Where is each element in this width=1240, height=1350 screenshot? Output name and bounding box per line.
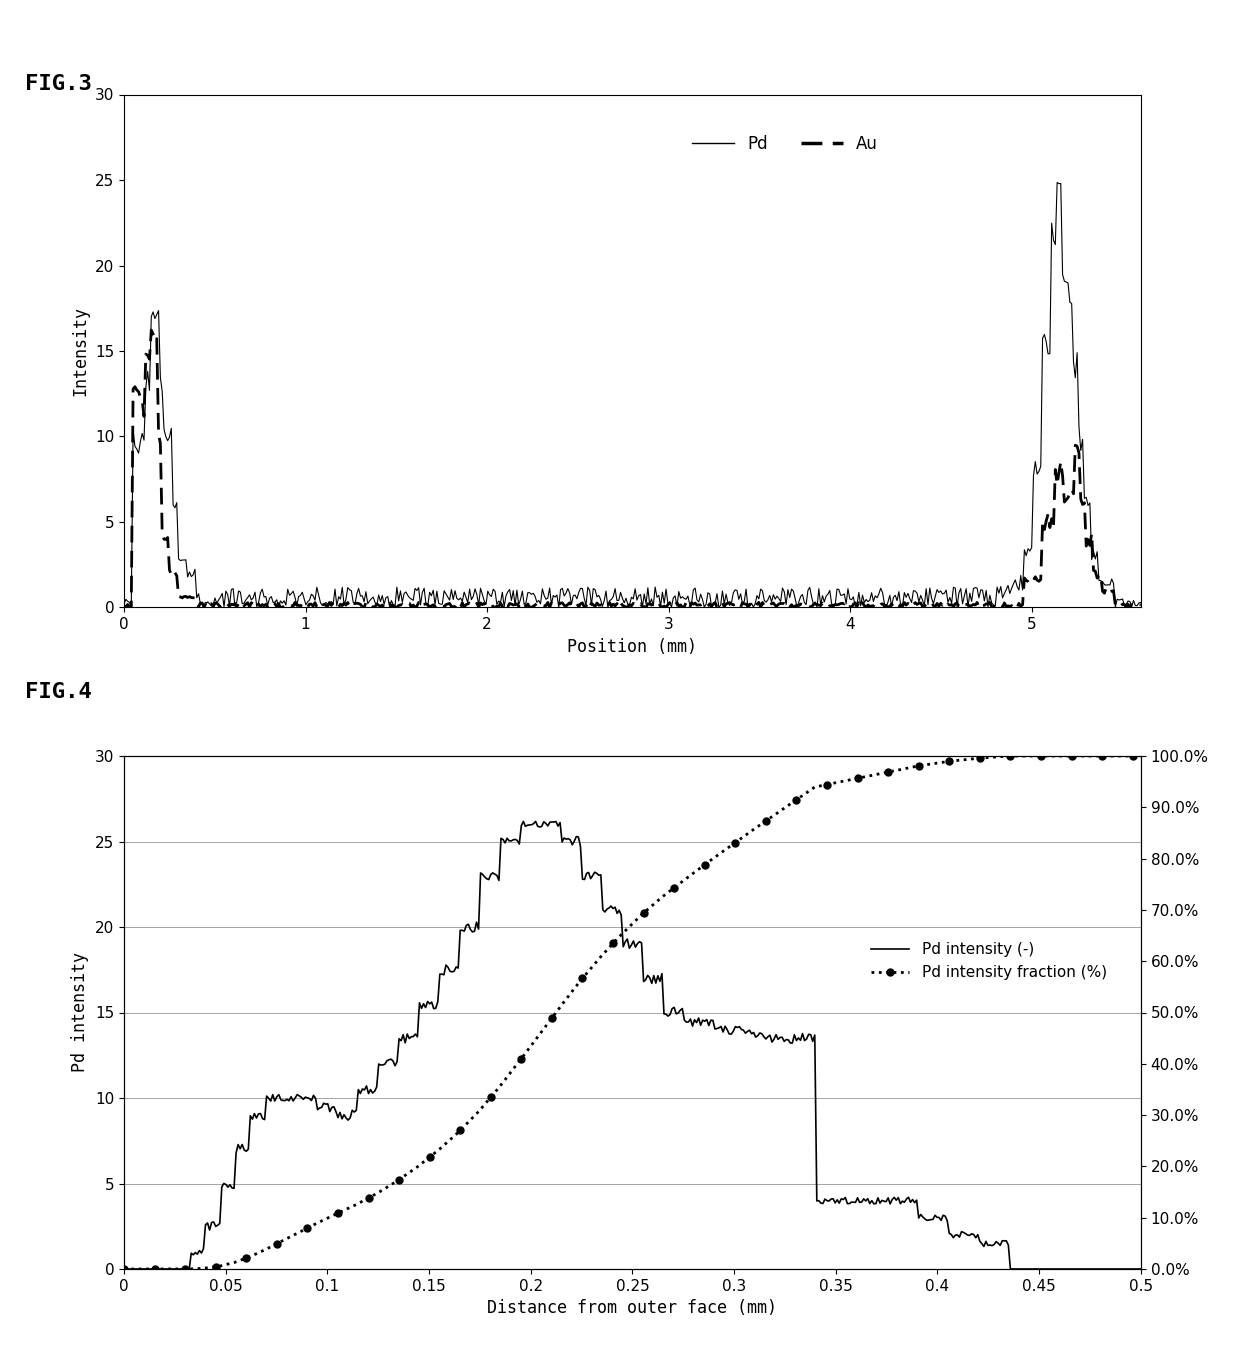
Pd [981,598,996,614]
Au [144,323,159,339]
Au [202,598,217,614]
Legend: Pd, Au: Pd, Au [686,128,884,159]
Pd [833,587,848,603]
Y-axis label: Intensity: Intensity [72,306,89,396]
Pd intensity [601,900,616,917]
Pd [1133,594,1148,610]
Pd intensity fraction (%) [1133,748,1148,764]
Au [1008,597,1023,613]
Pd intensity fraction (%) [605,936,620,952]
Pd intensity [528,813,543,829]
Au [982,594,997,610]
Pd intensity fraction (%) [722,838,737,855]
Pd intensity fraction (%) [117,1261,131,1277]
Text: FIG.4: FIG.4 [25,682,92,702]
X-axis label: Distance from outer face (mm): Distance from outer face (mm) [487,1299,777,1318]
X-axis label: Position (mm): Position (mm) [568,637,697,656]
Pd intensity fraction (%) [1111,748,1126,764]
Pd intensity fraction (%) [950,752,965,768]
Pd intensity fraction (%) [667,880,682,896]
Pd [124,598,139,614]
Au [682,599,697,616]
Pd [117,597,131,613]
Au [1133,597,1148,613]
Text: FIG.3: FIG.3 [25,74,92,94]
Line: Pd intensity: Pd intensity [124,821,1141,1269]
Au [117,598,131,614]
Pd intensity [668,1006,683,1022]
Pd [1006,575,1021,591]
Line: Pd: Pd [124,182,1141,608]
Au [835,595,849,612]
Line: Pd intensity fraction (%): Pd intensity fraction (%) [120,752,1145,1273]
Pd intensity [952,1228,967,1245]
Line: Au: Au [124,331,1141,608]
Pd [776,583,791,599]
Pd intensity fraction (%) [599,942,614,958]
Pd intensity fraction (%) [1001,748,1016,764]
Pd [200,594,215,610]
Au [779,597,794,613]
Pd intensity [1133,1261,1148,1277]
Y-axis label: Pd intensity: Pd intensity [72,953,89,1072]
Pd intensity [1111,1261,1126,1277]
Pd intensity [608,899,622,915]
Pd [1050,174,1065,190]
Legend: Pd intensity (-), Pd intensity fraction (%): Pd intensity (-), Pd intensity fraction … [866,937,1112,986]
Pd intensity [724,1026,739,1042]
Pd [600,599,615,616]
Au [124,599,139,616]
Pd intensity [117,1261,131,1277]
